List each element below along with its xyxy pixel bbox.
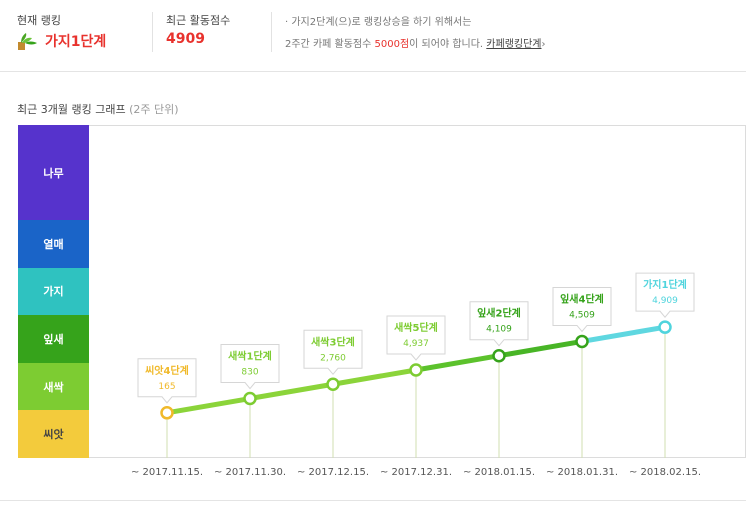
bottom-divider [0,500,746,501]
rank-bands: 씨앗 새싹 잎새 가지 열매 나무 [18,125,89,458]
current-rank-value: 가지1단계 [17,31,106,51]
rank-band-4: 열매 [18,220,89,268]
rank-up-notice: · 가지2단계(으)로 랭킹상승을 하기 위해서는 2주간 카페 활동점수 50… [285,12,546,56]
chart-subtitle: (2주 단위) [129,103,179,116]
notice-required-score: 5000점 [374,39,410,50]
chevron-right-icon: › [541,39,546,50]
chart-plot-area [18,125,746,458]
rank-band-3: 가지 [18,267,89,316]
rank-band-2: 잎새 [18,315,89,363]
branch-rank-icon [18,33,37,50]
x-tick-label: ~ 2017.12.31. [380,467,452,478]
x-tick-label: ~ 2017.12.15. [297,467,369,478]
rank-band-5: 나무 [18,125,89,221]
recent-score-value: 4909 [166,31,205,47]
rank-band-1: 새싹 [18,362,89,411]
summary-divider [152,12,153,52]
ranking-summary: 현재 랭킹 가지1단계 최근 활동점수 4909 · 가지2단계(으)로 랭킹상… [0,0,746,72]
notice-line-1: · 가지2단계(으)로 랭킹상승을 하기 위해서는 [285,17,472,28]
x-tick-label: ~ 2018.02.15. [629,467,701,478]
chart-title: 최근 3개월 랭킹 그래프 (2주 단위) [17,101,179,117]
recent-score-label: 최근 활동점수 [166,14,231,27]
notice-line-2: 2주간 카페 활동점수 5000점이 되어야 합니다. 카페랭킹단계› [285,34,546,56]
summary-divider-2 [271,12,272,52]
x-tick-label: ~ 2018.01.15. [463,467,535,478]
current-rank-label: 현재 랭킹 [17,14,61,27]
rank-band-0: 씨앗 [18,410,89,458]
cafe-ranking-link[interactable]: 카페랭킹단계 [486,39,542,50]
notice-line-2-post: 이 되어야 합니다. [409,39,484,50]
x-tick-label: ~ 2017.11.15. [131,467,203,478]
chart-title-text: 최근 3개월 랭킹 그래프 [17,103,126,116]
current-rank-text: 가지1단계 [45,34,107,50]
x-tick-label: ~ 2017.11.30. [214,467,286,478]
notice-line-2-pre: 2주간 카페 활동점수 [285,39,372,50]
x-tick-label: ~ 2018.01.31. [546,467,618,478]
